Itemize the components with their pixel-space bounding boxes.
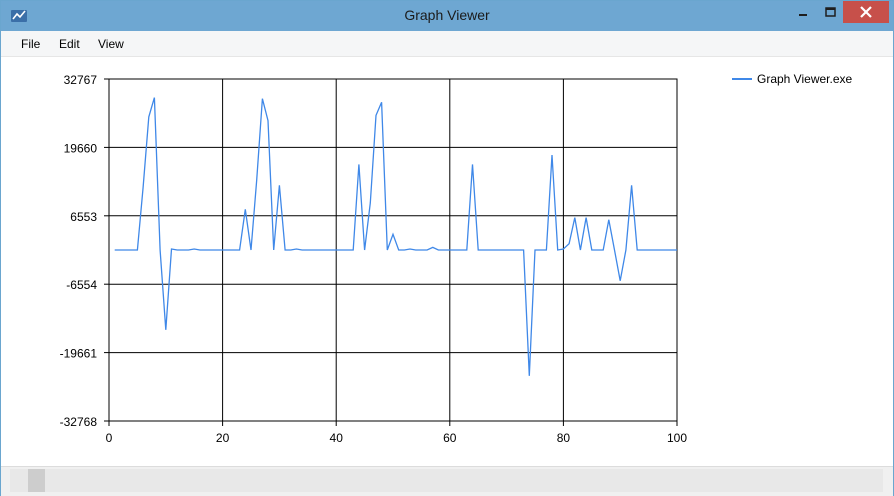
y-tick-label: 32767 [64, 73, 98, 87]
minimize-button[interactable] [785, 1, 819, 23]
menu-file[interactable]: File [21, 37, 41, 51]
y-tick-label: 19660 [64, 141, 98, 155]
menu-view[interactable]: View [98, 37, 124, 51]
scrollbar-track[interactable] [10, 469, 883, 492]
x-tick-label: 20 [216, 431, 230, 445]
x-tick-label: 60 [443, 431, 457, 445]
line-chart: 32767 19660 6553 -6554 -19661 -32768 0 20 40 60 80… [60, 72, 853, 445]
menu-bar: File Edit View [1, 31, 893, 57]
minimize-icon [799, 14, 807, 16]
close-icon [860, 6, 872, 18]
app-icon [11, 10, 27, 22]
legend-label: Graph Viewer.exe [757, 72, 852, 86]
scrollbar-thumb[interactable] [28, 469, 45, 492]
maximize-button[interactable] [813, 1, 847, 23]
y-tick-label: -6554 [66, 278, 97, 292]
window-title: Graph Viewer [404, 7, 490, 23]
close-button[interactable] [843, 1, 889, 23]
x-tick-label: 100 [667, 431, 687, 445]
title-bar[interactable]: Graph Viewer [1, 1, 893, 31]
y-tick-label: -19661 [60, 347, 98, 361]
y-tick-label: -32768 [60, 415, 98, 429]
x-tick-label: 80 [557, 431, 571, 445]
y-tick-label: 6553 [70, 210, 97, 224]
plot-area: 32767 19660 6553 -6554 -19661 -32768 0 20 40 60 80… [1, 57, 893, 466]
x-tick-label: 0 [106, 431, 113, 445]
series-line-0 [114, 97, 677, 376]
menu-edit[interactable]: Edit [59, 37, 80, 51]
horizontal-scrollbar[interactable] [1, 466, 893, 496]
maximize-icon [825, 7, 836, 17]
x-tick-label: 40 [330, 431, 344, 445]
